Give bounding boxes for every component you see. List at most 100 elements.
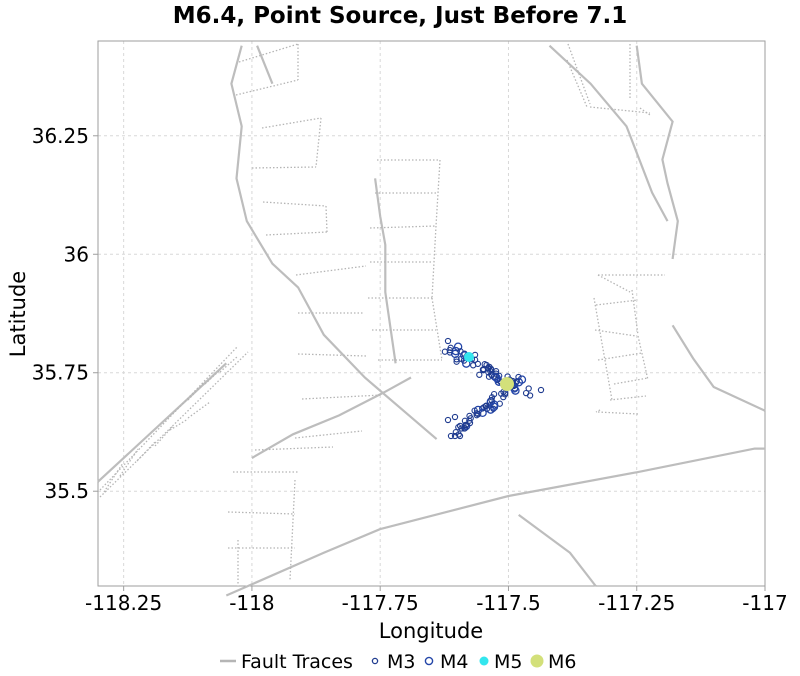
- m3-event: [473, 412, 480, 419]
- legend-label: M4: [440, 651, 468, 673]
- fault-detail-line: [594, 329, 637, 337]
- fault-trace: [251, 376, 412, 459]
- fault-detail-line: [262, 201, 327, 207]
- m6-event: [500, 377, 514, 391]
- m3-event: [483, 402, 490, 409]
- fault-detail-line: [301, 394, 383, 400]
- m3-event: [488, 396, 495, 404]
- m3-event: [479, 366, 487, 373]
- fault-trace: [256, 45, 274, 85]
- fault-detail-line: [566, 59, 588, 108]
- y-tick-label: 35.75: [32, 361, 89, 385]
- fault-detail-line: [589, 106, 651, 114]
- m3-event: [466, 412, 473, 420]
- fault-trace: [230, 45, 438, 440]
- m3-event: [474, 360, 482, 368]
- x-tick-label: -117: [742, 591, 787, 615]
- m3-event: [461, 417, 469, 424]
- y-axis-label: Latitude: [6, 271, 30, 357]
- fault-detail-line: [595, 299, 639, 306]
- legend-m6-marker: [530, 654, 544, 668]
- fault-detail-line: [265, 231, 328, 236]
- x-tick-label: -118.25: [85, 591, 162, 615]
- fault-detail-line: [597, 411, 639, 415]
- fault-trace: [548, 44, 669, 222]
- legend-m4-marker: [424, 656, 434, 666]
- fault-trace: [635, 45, 679, 260]
- fault-detail-line: [597, 352, 643, 361]
- legend-label: M3: [387, 651, 415, 673]
- fault-detail-line: [99, 351, 249, 498]
- m4-event: [473, 405, 483, 415]
- fault-detail-line: [609, 395, 647, 401]
- m3-event: [447, 432, 455, 440]
- m3-event: [487, 365, 495, 372]
- legend-m3-marker: [371, 657, 379, 665]
- grid-lines: [98, 41, 766, 586]
- fault-detail-line: [136, 440, 157, 462]
- m3-event: [515, 373, 522, 381]
- fault-detail-line: [103, 462, 124, 493]
- fault-detail-line: [154, 425, 174, 447]
- legend-m5-marker: [479, 656, 489, 666]
- m3-event: [466, 419, 474, 427]
- m3-event: [537, 386, 545, 394]
- fault-detail-line: [325, 205, 328, 233]
- fault-detail-line: [187, 381, 206, 401]
- x-tick-label: -117.25: [598, 591, 675, 615]
- legend-label: M5: [494, 651, 522, 673]
- axis-ticks: -118.25 -118 -117.75 -117.5 -117.25 -117 35.5 3…: [32, 124, 788, 615]
- fault-detail-line: [219, 355, 239, 373]
- earthquake-markers: [441, 337, 545, 440]
- fault-detail-line: [99, 345, 239, 491]
- fault-detail-line: [294, 430, 363, 439]
- fault-trace: [97, 362, 228, 483]
- fault-traces: [97, 44, 766, 597]
- m3-event: [444, 337, 452, 345]
- m3-event: [452, 429, 459, 436]
- fault-detail-line: [637, 335, 649, 381]
- m5-event: [464, 352, 474, 362]
- fault-detail-line: [187, 401, 211, 419]
- fault-detail-line: [431, 225, 437, 299]
- m3-event: [485, 364, 492, 371]
- fault-trace: [518, 514, 597, 587]
- fault-trace: [225, 447, 765, 597]
- m3-event: [488, 394, 496, 401]
- fault-detail-line: [227, 511, 296, 515]
- fault-detail-line: [595, 409, 601, 413]
- fault-detail-line: [315, 117, 322, 168]
- m3-event: [500, 393, 507, 401]
- legend-label: Fault Traces: [241, 651, 353, 673]
- y-tick-label: 36: [64, 242, 89, 266]
- fault-detail-line: [435, 159, 441, 227]
- fault-detail-lines: [99, 43, 665, 586]
- m3-event: [451, 413, 459, 421]
- fault-detail-line: [238, 43, 299, 63]
- fault-detail-line: [289, 479, 296, 581]
- fault-detail-line: [593, 297, 613, 401]
- m3-event: [485, 373, 493, 380]
- fault-detail-line: [431, 297, 443, 361]
- m4-event: [489, 402, 499, 411]
- m3-event: [476, 371, 483, 378]
- m3-event: [456, 432, 464, 440]
- chart-title: M6.4, Point Source, Just Before 7.1: [173, 3, 628, 29]
- m3-event: [461, 425, 469, 432]
- x-tick-label: -117.5: [476, 591, 540, 615]
- plot-frame: [97, 40, 766, 587]
- x-tick-label: -117.75: [342, 591, 419, 615]
- m3-event: [483, 405, 491, 412]
- fault-detail-line: [597, 274, 631, 293]
- legend-label: M6: [548, 651, 576, 673]
- fault-detail-line: [261, 117, 322, 129]
- m3-event: [444, 416, 452, 424]
- fault-detail-line: [169, 418, 189, 431]
- legend: Fault Traces M3 M4 M5 M6: [220, 651, 576, 673]
- x-axis-label: Longitude: [379, 619, 483, 643]
- m3-event: [475, 410, 482, 418]
- fault-detail-line: [251, 166, 317, 169]
- fault-detail-line: [639, 107, 651, 116]
- fault-detail-line: [295, 265, 367, 276]
